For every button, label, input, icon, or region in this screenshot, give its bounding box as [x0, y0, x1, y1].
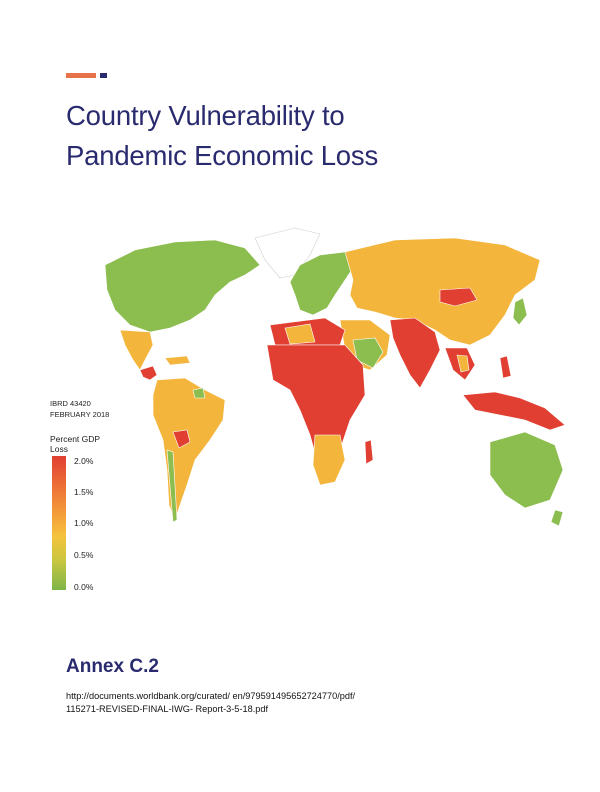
region-southern-africa	[312, 434, 346, 486]
region-mongolia	[439, 287, 478, 307]
source-url-line-1: http://documents.worldbank.org/curated/ …	[66, 691, 356, 701]
accent-bar-orange	[66, 73, 96, 78]
region-australia	[489, 431, 564, 509]
source-url-line-2: 115271-REVISED-FINAL-IWG- Report-3-5-18.…	[66, 704, 269, 714]
region-south-america	[152, 377, 226, 521]
world-map	[104, 227, 566, 527]
legend-tick: 0.5%	[74, 550, 94, 560]
region-europe	[289, 251, 356, 316]
map-id-line-2: FEBRUARY 2018	[50, 410, 110, 419]
annex-heading: Annex C.2	[66, 656, 159, 677]
region-madagascar	[364, 439, 374, 465]
map-id-line-1: IBRD 43420	[50, 399, 91, 408]
region-philippines	[499, 355, 512, 379]
region-south-asia	[389, 317, 441, 389]
title-line-1: Country Vulnerability to	[66, 100, 345, 131]
legend-tick: 1.0%	[74, 518, 94, 528]
region-caribbean	[164, 355, 191, 366]
region-algeria	[284, 323, 316, 345]
title-line-2: Pandemic Economic Loss	[66, 140, 378, 171]
region-mexico	[119, 329, 154, 371]
page-title: Country Vulnerability to Pandemic Econom…	[66, 96, 536, 176]
map-id: IBRD 43420 FEBRUARY 2018	[50, 398, 109, 420]
legend-tick: 2.0%	[74, 456, 94, 466]
accent-bar-navy	[100, 73, 107, 78]
region-thailand	[456, 354, 470, 373]
region-japan	[512, 297, 528, 326]
legend-color-bar	[52, 456, 66, 590]
legend-title: Percent GDP Loss	[50, 434, 100, 454]
legend-tick: 0.0%	[74, 582, 94, 592]
region-bolivia	[172, 429, 191, 449]
region-arabia-green	[352, 337, 384, 369]
region-chile	[166, 449, 178, 523]
legend-tick: 1.5%	[74, 487, 94, 497]
region-indonesia	[462, 391, 566, 431]
region-new-zealand	[550, 509, 564, 527]
region-north-america	[104, 239, 261, 333]
source-url[interactable]: http://documents.worldbank.org/curated/ …	[66, 690, 546, 716]
region-central-america	[139, 365, 158, 381]
region-guiana	[192, 387, 206, 399]
